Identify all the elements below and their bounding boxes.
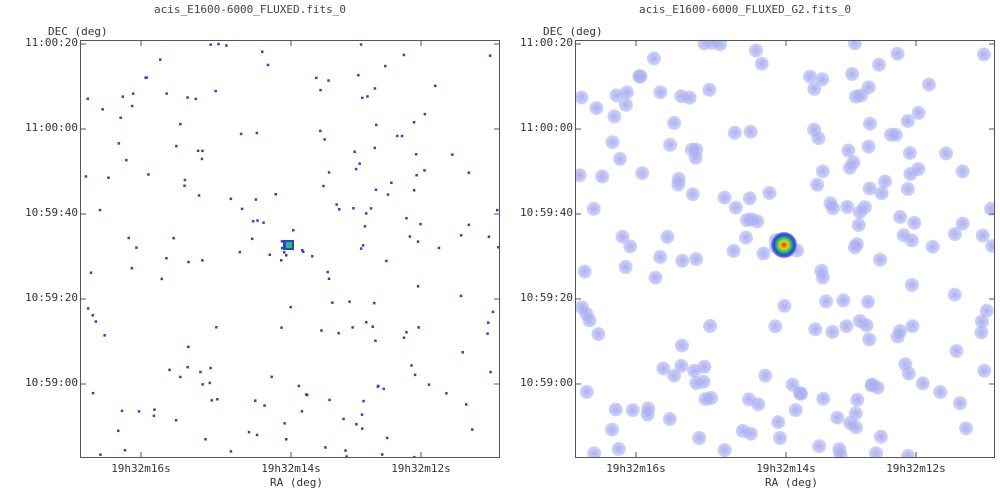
panel-title: acis_E1600-6000_FLUXED_G2.fits_0	[639, 3, 851, 16]
x-axis-label: RA (deg)	[270, 476, 323, 489]
y-tick-label: 11:00:00	[520, 121, 573, 134]
smoothed-image[interactable]	[575, 40, 995, 458]
left-panel: acis_E1600-6000_FLUXED.fits_0 DEC (deg) …	[25, 3, 500, 489]
y-tick-label: 10:59:20	[25, 291, 78, 304]
x-tick-label: 19h32m14s	[261, 462, 321, 475]
y-tick-label: 10:59:00	[520, 376, 573, 389]
y-tick-label: 10:59:40	[520, 206, 573, 219]
x-tick-label: 19h32m12s	[886, 462, 946, 475]
y-tick-label: 10:59:40	[25, 206, 78, 219]
y-tick-label: 11:00:00	[25, 121, 78, 134]
y-tick-label: 11:00:20	[25, 36, 78, 49]
x-tick-label: 19h32m16s	[111, 462, 171, 475]
x-axis-label: RA (deg)	[765, 476, 818, 489]
panel-title: acis_E1600-6000_FLUXED.fits_0	[153, 3, 347, 16]
y-tick-label: 11:00:20	[520, 36, 573, 49]
event-pixels	[81, 41, 499, 457]
right-panel: acis_E1600-6000_FLUXED_G2.fits_0 DEC (de…	[495, 0, 995, 495]
x-tick-label: 19h32m14s	[756, 462, 816, 475]
x-tick-label: 19h32m12s	[391, 462, 451, 475]
y-tick-label: 10:59:00	[25, 376, 78, 389]
x-tick-label: 19h32m16s	[606, 462, 666, 475]
smoothed-blobs	[576, 41, 994, 457]
y-tick-label: 10:59:20	[520, 291, 573, 304]
event-image[interactable]	[80, 40, 500, 458]
y-axis-label: DEC (deg)	[543, 25, 603, 38]
y-axis-label: DEC (deg)	[48, 25, 108, 38]
